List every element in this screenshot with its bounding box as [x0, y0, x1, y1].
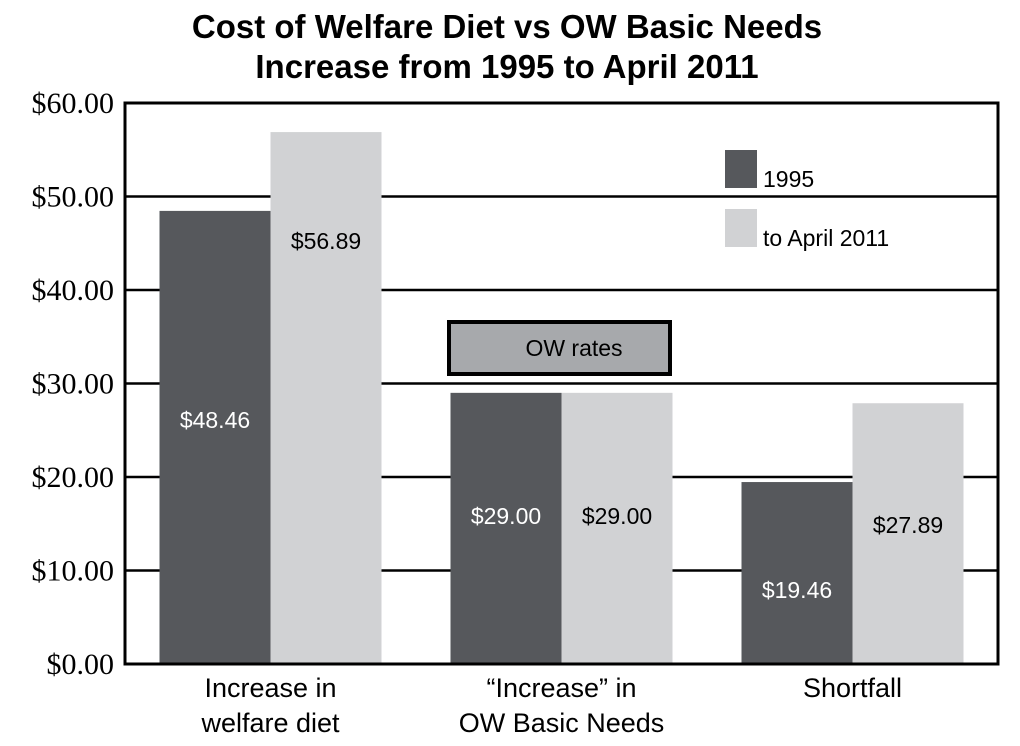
- y-tick-label: $20.00: [32, 461, 115, 494]
- data-label: $29.00: [471, 503, 541, 529]
- x-category-label: welfare diet: [200, 708, 340, 738]
- chart-title: Cost of Welfare Diet vs OW Basic NeedsIn…: [192, 8, 822, 85]
- x-category-label: “Increase” in: [486, 673, 636, 703]
- bars: [159, 132, 964, 665]
- bar-2011-2: [852, 403, 964, 664]
- legend-swatch-2011: [725, 209, 757, 247]
- legend-label-1995: 1995: [763, 166, 814, 192]
- y-tick-label: $0.00: [47, 648, 115, 681]
- legend-swatch-1995: [725, 150, 757, 188]
- y-tick-label: $10.00: [32, 555, 115, 588]
- bar-1995-2: [741, 482, 853, 664]
- x-axis-categories: Increase in welfare diet “Increase” in OW B…: [200, 673, 902, 738]
- x-category-label: OW Basic Needs: [459, 708, 665, 738]
- data-label: $29.00: [582, 503, 652, 529]
- y-tick-label: $60.00: [32, 87, 115, 120]
- ow-rates-label: OW rates: [525, 335, 622, 361]
- y-tick-label: $50.00: [32, 181, 115, 214]
- y-axis-ticks: $0.00 $10.00 $20.00 $30.00 $40.00 $50.00 $60.0…: [32, 87, 115, 681]
- bar-2011-0: [270, 132, 382, 665]
- x-category-label: Shortfall: [803, 673, 902, 703]
- y-tick-label: $40.00: [32, 274, 115, 307]
- data-label: $19.46: [762, 577, 832, 603]
- data-label: $27.89: [873, 512, 943, 538]
- x-category-label: Increase in: [204, 673, 336, 703]
- bar-2011-1: [561, 392, 673, 664]
- data-label: $56.89: [291, 228, 361, 254]
- ow-rates-box: [447, 320, 672, 376]
- title-line-2: Increase from 1995 to April 2011: [255, 48, 758, 85]
- bar-1995-1: [450, 392, 562, 664]
- ow-rates-annotation: OW rates: [447, 320, 672, 376]
- data-labels: $48.46 $29.00 $19.46 $56.89 $29.00 $27.89: [180, 228, 943, 603]
- y-tick-label: $30.00: [32, 368, 115, 401]
- legend-label-2011: to April 2011: [763, 225, 889, 251]
- title-line-1: Cost of Welfare Diet vs OW Basic Needs: [192, 8, 822, 45]
- legend: 1995 to April 2011: [725, 150, 889, 251]
- plot-frame: [123, 101, 1000, 666]
- data-label: $48.46: [180, 407, 250, 433]
- bar-1995-0: [159, 210, 271, 665]
